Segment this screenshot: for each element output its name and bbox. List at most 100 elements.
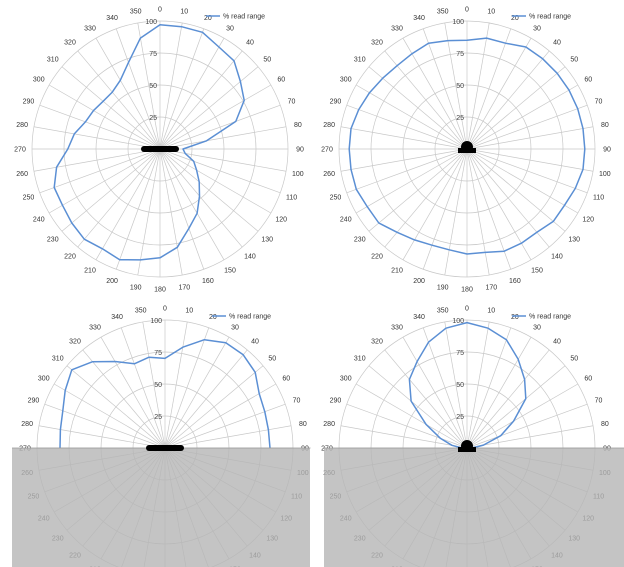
angle-tick-label: 20 [511,314,519,321]
grid-spoke [159,37,225,150]
angle-tick-label: 70 [293,398,301,405]
angle-tick-label: 150 [224,268,236,275]
grid-spoke [159,84,272,150]
legend-label: % read range [229,314,271,321]
grid-spoke [39,104,161,150]
angle-tick-label: 200 [106,278,118,285]
angle-tick-label: 60 [282,376,290,383]
angle-tick-label: 350 [130,9,142,16]
grid-spoke [159,50,243,150]
angle-tick-label: 250 [23,194,35,201]
grid-spoke [368,365,468,449]
grid-spoke [368,66,468,150]
angle-tick-label: 140 [551,254,563,261]
grid-spoke [61,148,161,232]
legend-label: % read range [529,314,571,321]
angle-tick-label: 30 [533,25,541,32]
angle-tick-label: 60 [584,77,592,84]
angle-tick-label: 0 [163,306,167,313]
grid-spoke [355,383,468,449]
angle-tick-label: 320 [371,338,383,345]
angle-tick-label: 270 [321,147,333,154]
angle-tick-label: 0 [465,306,469,313]
radial-tick-label: 100 [150,318,162,325]
grid-spoke [159,148,281,194]
grid-spoke [164,349,248,449]
angle-tick-label: 240 [33,217,45,224]
polar-chart-2: 0 10 20 30 40 50 60 70 80 90 100 110 120 130 140 150 160… [321,7,611,294]
grid-spoke [466,148,512,270]
angle-tick-label: 220 [64,254,76,261]
grid-spoke [444,148,468,276]
angle-tick-label: 120 [275,217,287,224]
grid-spoke [346,148,468,194]
angle-tick-label: 60 [584,376,592,383]
angle-tick-label: 230 [47,236,59,243]
angle-tick-label: 300 [38,376,50,383]
grid-spoke [422,327,468,449]
radial-tick-label: 75 [456,51,464,58]
grid-spoke [48,84,161,150]
angle-tick-label: 250 [330,194,342,201]
angle-tick-label: 300 [340,376,352,383]
angle-tick-label: 310 [52,356,64,363]
grid-spoke [368,148,468,232]
grid-spoke [159,22,183,150]
grid-spoke [164,383,277,449]
angle-tick-label: 10 [487,9,495,16]
grid-spoke [164,321,188,449]
angle-tick-label: 170 [485,284,497,291]
angle-tick-label: 0 [465,7,469,14]
grid-spoke [164,327,210,449]
angle-tick-label: 80 [601,421,609,428]
grid-spoke [466,425,594,449]
angle-tick-label: 130 [568,236,580,243]
angle-tick-label: 160 [202,278,214,285]
angle-tick-label: 50 [570,356,578,363]
excluded-region [12,448,310,567]
grid-spoke [340,425,468,449]
angle-tick-label: 300 [33,77,45,84]
grid-spoke [466,365,566,449]
angle-tick-label: 260 [16,171,28,178]
series-line [53,24,245,261]
angle-tick-label: 50 [570,57,578,64]
angle-tick-label: 290 [23,99,35,106]
angle-tick-label: 280 [21,421,33,428]
grid-spoke [346,403,468,449]
grid-spoke [164,365,264,449]
grid-spoke [466,28,512,150]
grid-spoke [466,148,579,214]
angle-tick-label: 350 [135,308,147,315]
grid-spoke [466,383,579,449]
angle-tick-label: 80 [294,122,302,129]
grid-spoke [355,148,468,214]
angle-tick-label: 330 [391,324,403,331]
grid-spoke [466,336,532,449]
polar-chart-4: 0102030405060708090100110120130140150160… [321,306,624,567]
angle-tick-label: 150 [531,268,543,275]
grid-spoke [466,349,550,449]
angle-tick-label: 230 [354,236,366,243]
polar-chart-3: 0102030405060708090100110120130140150160… [12,306,312,567]
grid-spoke [53,383,166,449]
grid-spoke [137,148,161,276]
grid-spoke [466,148,588,194]
grid-spoke [422,148,468,270]
grid-spoke [159,148,183,276]
grid-spoke [44,403,166,449]
grid-spoke [77,148,161,248]
angle-tick-label: 320 [64,39,76,46]
angle-tick-label: 300 [340,77,352,84]
grid-spoke [33,126,161,150]
grid-spoke [95,37,161,150]
grid-spoke [346,104,468,150]
grid-spoke [466,104,588,150]
radial-tick-label: 25 [154,414,162,421]
grid-spoke [466,66,566,150]
angle-tick-label: 90 [296,147,304,154]
grid-spoke [466,327,512,449]
angle-tick-label: 20 [209,314,217,321]
grid-spoke [33,148,161,172]
polar-chart-1: 0 10 20 30 40 50 60 70 80 90 100 110 120 130 140 150 160… [14,7,304,294]
